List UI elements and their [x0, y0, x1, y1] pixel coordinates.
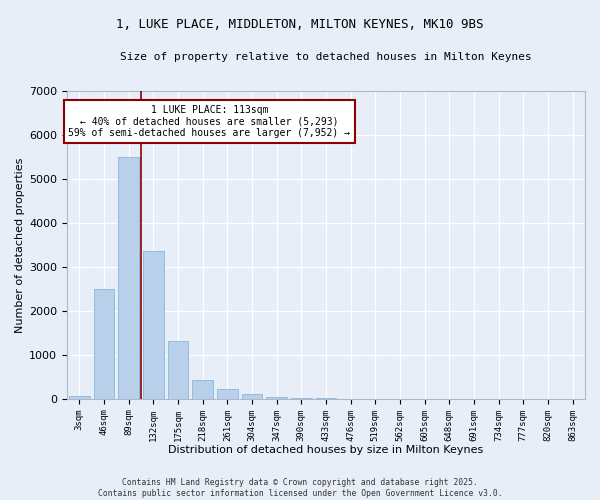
Text: 1 LUKE PLACE: 113sqm
← 40% of detached houses are smaller (5,293)
59% of semi-de: 1 LUKE PLACE: 113sqm ← 40% of detached h… [68, 105, 350, 138]
Bar [266, 397, 287, 399]
Title: Size of property relative to detached houses in Milton Keynes: Size of property relative to detached ho… [120, 52, 532, 62]
Bar [217, 389, 238, 399]
Bar [69, 396, 90, 399]
Bar [192, 380, 213, 399]
X-axis label: Distribution of detached houses by size in Milton Keynes: Distribution of detached houses by size … [169, 445, 484, 455]
Bar [94, 289, 115, 399]
Bar [118, 157, 139, 399]
Text: 1, LUKE PLACE, MIDDLETON, MILTON KEYNES, MK10 9BS: 1, LUKE PLACE, MIDDLETON, MILTON KEYNES,… [116, 18, 484, 30]
Bar [143, 250, 164, 399]
Bar [242, 394, 262, 399]
Y-axis label: Number of detached properties: Number of detached properties [15, 158, 25, 332]
Bar [167, 341, 188, 399]
Bar [291, 398, 312, 399]
Text: Contains HM Land Registry data © Crown copyright and database right 2025.
Contai: Contains HM Land Registry data © Crown c… [98, 478, 502, 498]
